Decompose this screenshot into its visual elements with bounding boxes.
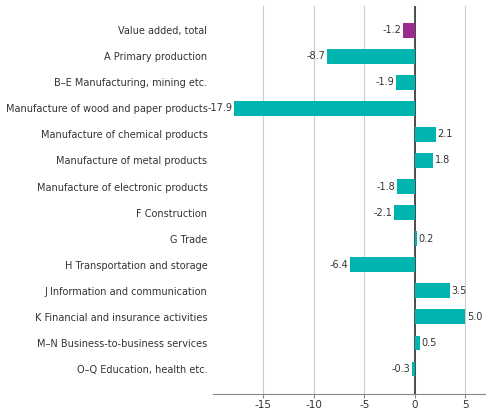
Text: -1.2: -1.2 (382, 25, 401, 35)
Bar (397, 179, 415, 194)
Text: 2.1: 2.1 (437, 129, 453, 139)
Bar (234, 101, 415, 116)
Text: -2.1: -2.1 (373, 208, 392, 218)
Text: 5.0: 5.0 (467, 312, 482, 322)
Text: -0.3: -0.3 (391, 364, 410, 374)
Text: -8.7: -8.7 (306, 51, 326, 62)
Bar (415, 336, 420, 350)
Bar (415, 127, 436, 141)
Bar (396, 75, 415, 89)
Text: 1.8: 1.8 (435, 156, 450, 166)
Bar (403, 23, 415, 37)
Text: 3.5: 3.5 (452, 286, 467, 296)
Bar (415, 231, 417, 246)
Bar (412, 362, 415, 376)
Bar (327, 49, 415, 64)
Bar (415, 283, 450, 298)
Text: -17.9: -17.9 (208, 104, 233, 114)
Text: -1.8: -1.8 (377, 181, 395, 191)
Bar (394, 206, 415, 220)
Text: 0.5: 0.5 (421, 338, 436, 348)
Text: 0.2: 0.2 (418, 233, 434, 244)
Bar (350, 258, 415, 272)
Bar (415, 310, 465, 324)
Text: -1.9: -1.9 (376, 77, 394, 87)
Text: -6.4: -6.4 (330, 260, 349, 270)
Bar (415, 154, 433, 168)
